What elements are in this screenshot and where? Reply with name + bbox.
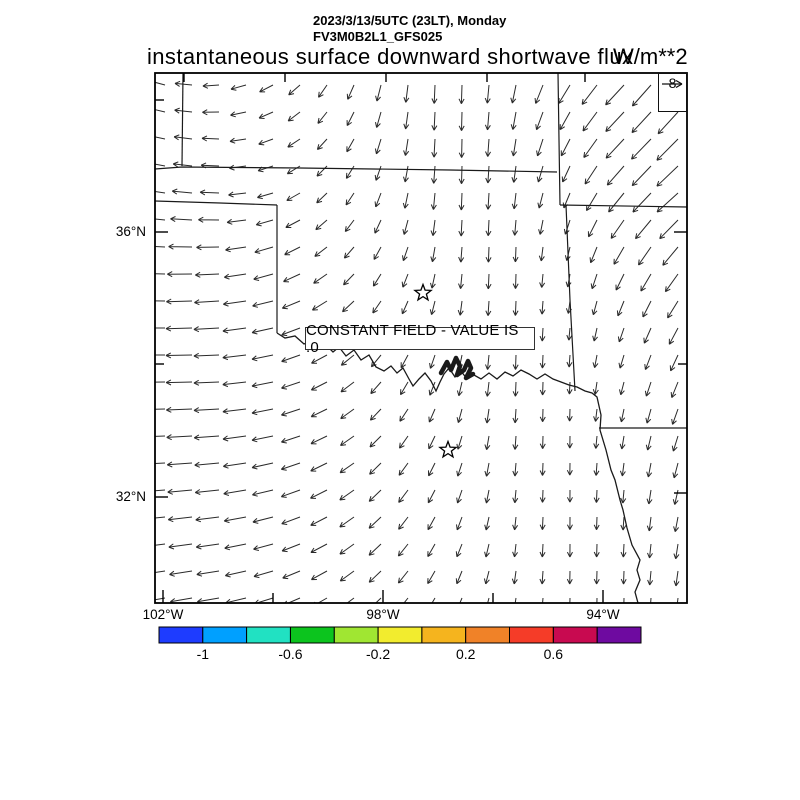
- colorbar-segment: [290, 626, 335, 644]
- reference-vector-arrow-icon: [662, 79, 683, 89]
- lon-axis-label: 98°W: [366, 607, 400, 622]
- colorbar-segment: [596, 626, 642, 644]
- colorbar-label: 0.2: [455, 646, 476, 662]
- star-marker: [438, 439, 458, 459]
- colorbar-label: -1: [196, 646, 210, 662]
- colorbar-segment: [158, 626, 204, 644]
- wind-vector-arrows: [155, 80, 680, 603]
- plot-units-label: W/m**2: [613, 44, 688, 69]
- model-run-header: FV3M0B2L1_GFS025: [313, 29, 443, 44]
- colorbar-label: -0.6: [278, 646, 303, 662]
- constant-field-label: CONSTANT FIELD - VALUE IS .0: [306, 321, 519, 356]
- colorbar-segment: [377, 626, 423, 644]
- colorbar-segment: [509, 626, 554, 644]
- colorbar-label: -0.2: [366, 646, 391, 662]
- map-frame: [154, 72, 688, 604]
- plot-title: instantaneous surface downward shortwave…: [147, 44, 634, 69]
- lon-axis-label: 94°W: [586, 607, 620, 622]
- colorbar-segment: [202, 626, 248, 644]
- state-borders: [155, 73, 687, 603]
- valid-time-header: 2023/3/13/5UTC (23LT), Monday: [313, 13, 507, 28]
- lon-axis-label: 102°W: [142, 607, 184, 622]
- lat-axis-label: 32°N: [115, 489, 146, 504]
- river-lake-blob: [438, 355, 476, 381]
- star-marker: [413, 282, 433, 302]
- reference-vector-value: 8: [668, 75, 677, 91]
- colorbar-label: 0.6: [543, 646, 564, 662]
- lat-axis-label: 36°N: [115, 224, 146, 239]
- reference-vector-box: 8: [658, 73, 687, 112]
- colorbar-segment: [421, 626, 467, 644]
- colorbar-segment: [246, 626, 291, 644]
- colorbar-segment: [333, 626, 379, 644]
- colorbar-segment: [465, 626, 511, 644]
- colorbar-segment: [552, 626, 598, 644]
- colorbar: [158, 626, 642, 644]
- constant-field-annotation: CONSTANT FIELD - VALUE IS .0: [305, 322, 535, 356]
